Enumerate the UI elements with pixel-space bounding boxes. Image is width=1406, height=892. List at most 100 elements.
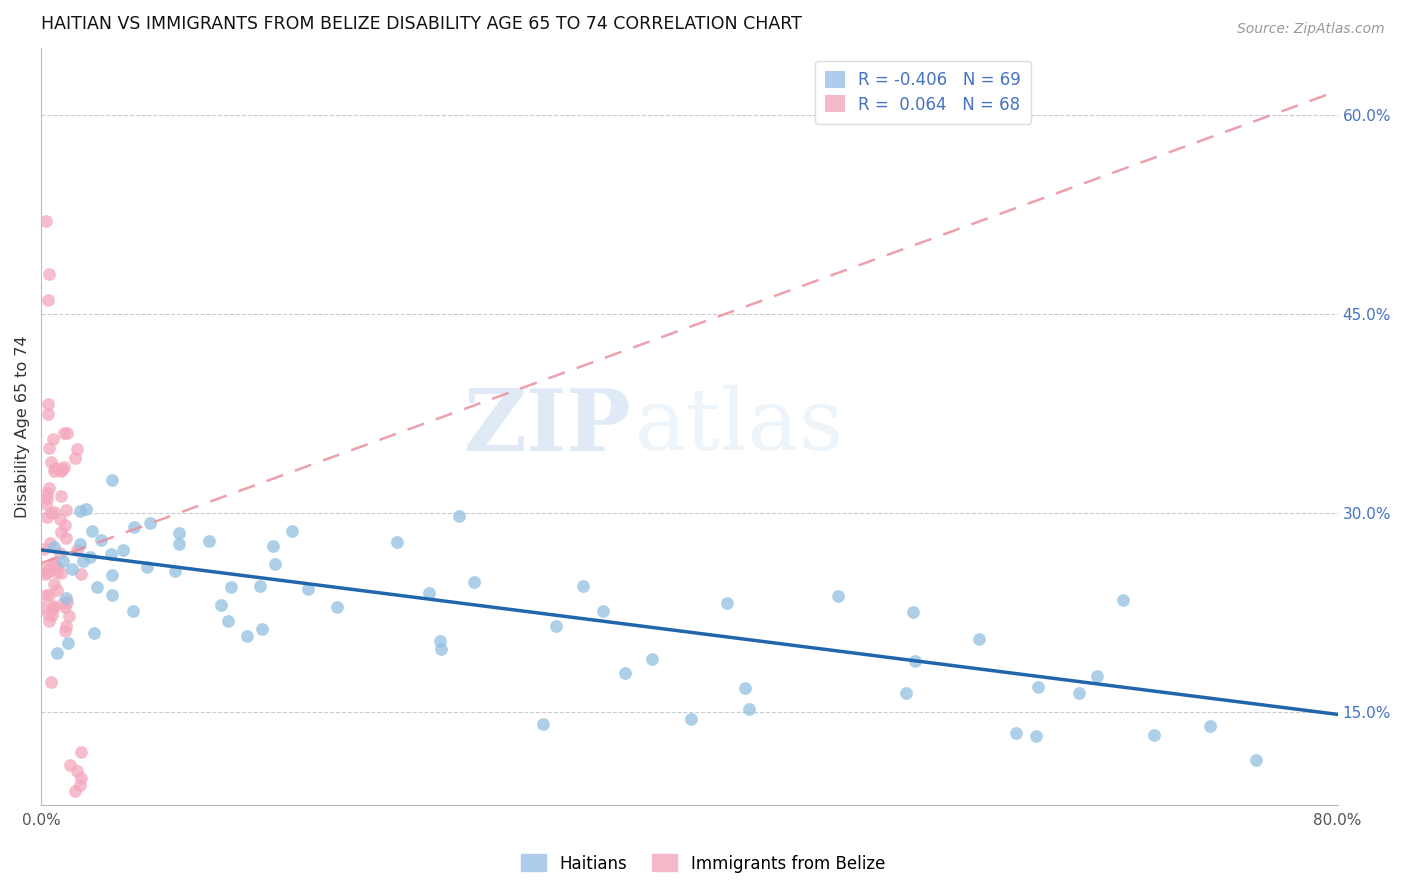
- Point: [55, 503, 77, 517]
- Point: [42, 577, 65, 591]
- Point: [217, 614, 239, 628]
- Point: [42, 432, 65, 446]
- Point: [35, 497, 58, 511]
- Point: [53, 459, 76, 474]
- Point: [83, 626, 105, 640]
- Point: [39, 674, 62, 689]
- Point: [41, 557, 63, 571]
- Point: [53, 624, 76, 638]
- Point: [281, 524, 304, 538]
- Text: atlas: atlas: [636, 385, 844, 468]
- Point: [34, 567, 56, 582]
- Point: [38, 588, 60, 602]
- Point: [124, 520, 146, 534]
- Point: [79, 549, 101, 564]
- Point: [1025, 729, 1047, 743]
- Point: [69, 504, 91, 518]
- Point: [571, 578, 593, 592]
- Point: [90, 533, 112, 547]
- Point: [716, 596, 738, 610]
- Point: [1005, 726, 1028, 740]
- Point: [42, 556, 65, 570]
- Point: [641, 652, 664, 666]
- Point: [167, 537, 190, 551]
- Point: [55, 591, 77, 605]
- Point: [38, 267, 60, 281]
- Point: [35, 566, 58, 580]
- Point: [34, 542, 56, 557]
- Point: [66, 442, 89, 456]
- Point: [70, 567, 93, 582]
- Point: [39, 506, 62, 520]
- Point: [69, 771, 91, 785]
- Point: [249, 579, 271, 593]
- Point: [55, 618, 77, 632]
- Point: [56, 425, 79, 440]
- Point: [70, 745, 93, 759]
- Point: [112, 543, 135, 558]
- Point: [37, 491, 59, 506]
- Point: [894, 686, 917, 700]
- Point: [42, 465, 65, 479]
- Point: [41, 607, 63, 622]
- Point: [100, 473, 122, 487]
- Point: [101, 568, 124, 582]
- Text: HAITIAN VS IMMIGRANTS FROM BELIZE DISABILITY AGE 65 TO 74 CORRELATION CHART: HAITIAN VS IMMIGRANTS FROM BELIZE DISABI…: [41, 15, 801, 33]
- Point: [544, 619, 567, 633]
- Text: Source: ZipAtlas.com: Source: ZipAtlas.com: [1237, 22, 1385, 37]
- Point: [55, 517, 77, 532]
- Point: [418, 586, 440, 600]
- Point: [38, 614, 60, 628]
- Point: [1085, 668, 1108, 682]
- Point: [49, 566, 72, 580]
- Point: [42, 505, 65, 519]
- Point: [264, 557, 287, 571]
- Point: [37, 397, 59, 411]
- Point: [44, 541, 66, 555]
- Point: [1028, 680, 1050, 694]
- Point: [35, 214, 58, 228]
- Point: [37, 407, 59, 421]
- Point: [42, 599, 65, 613]
- Point: [66, 543, 89, 558]
- Point: [63, 784, 86, 798]
- Text: ZIP: ZIP: [464, 384, 631, 468]
- Point: [262, 539, 284, 553]
- Point: [51, 525, 73, 540]
- Point: [65, 450, 87, 465]
- Point: [51, 462, 73, 476]
- Point: [531, 717, 554, 731]
- Point: [34, 561, 56, 575]
- Point: [35, 509, 58, 524]
- Point: [80, 524, 103, 539]
- Point: [56, 636, 79, 650]
- Point: [38, 441, 60, 455]
- Point: [41, 600, 63, 615]
- Point: [56, 595, 79, 609]
- Point: [429, 633, 451, 648]
- Point: [38, 481, 60, 495]
- Point: [122, 603, 145, 617]
- Point: [139, 516, 162, 531]
- Point: [219, 580, 242, 594]
- Point: [65, 764, 87, 779]
- Point: [69, 537, 91, 551]
- Point: [46, 560, 69, 574]
- Point: [53, 599, 76, 614]
- Point: [49, 546, 72, 560]
- Point: [738, 702, 761, 716]
- Point: [42, 601, 65, 615]
- Point: [1143, 728, 1166, 742]
- Point: [163, 565, 186, 579]
- Point: [34, 588, 56, 602]
- Point: [901, 605, 924, 619]
- Point: [58, 757, 80, 772]
- Point: [39, 536, 62, 550]
- Point: [827, 589, 849, 603]
- Point: [100, 547, 122, 561]
- Point: [679, 713, 702, 727]
- Point: [1112, 593, 1135, 607]
- Point: [250, 622, 273, 636]
- Point: [101, 588, 124, 602]
- Y-axis label: Disability Age 65 to 74: Disability Age 65 to 74: [15, 335, 30, 518]
